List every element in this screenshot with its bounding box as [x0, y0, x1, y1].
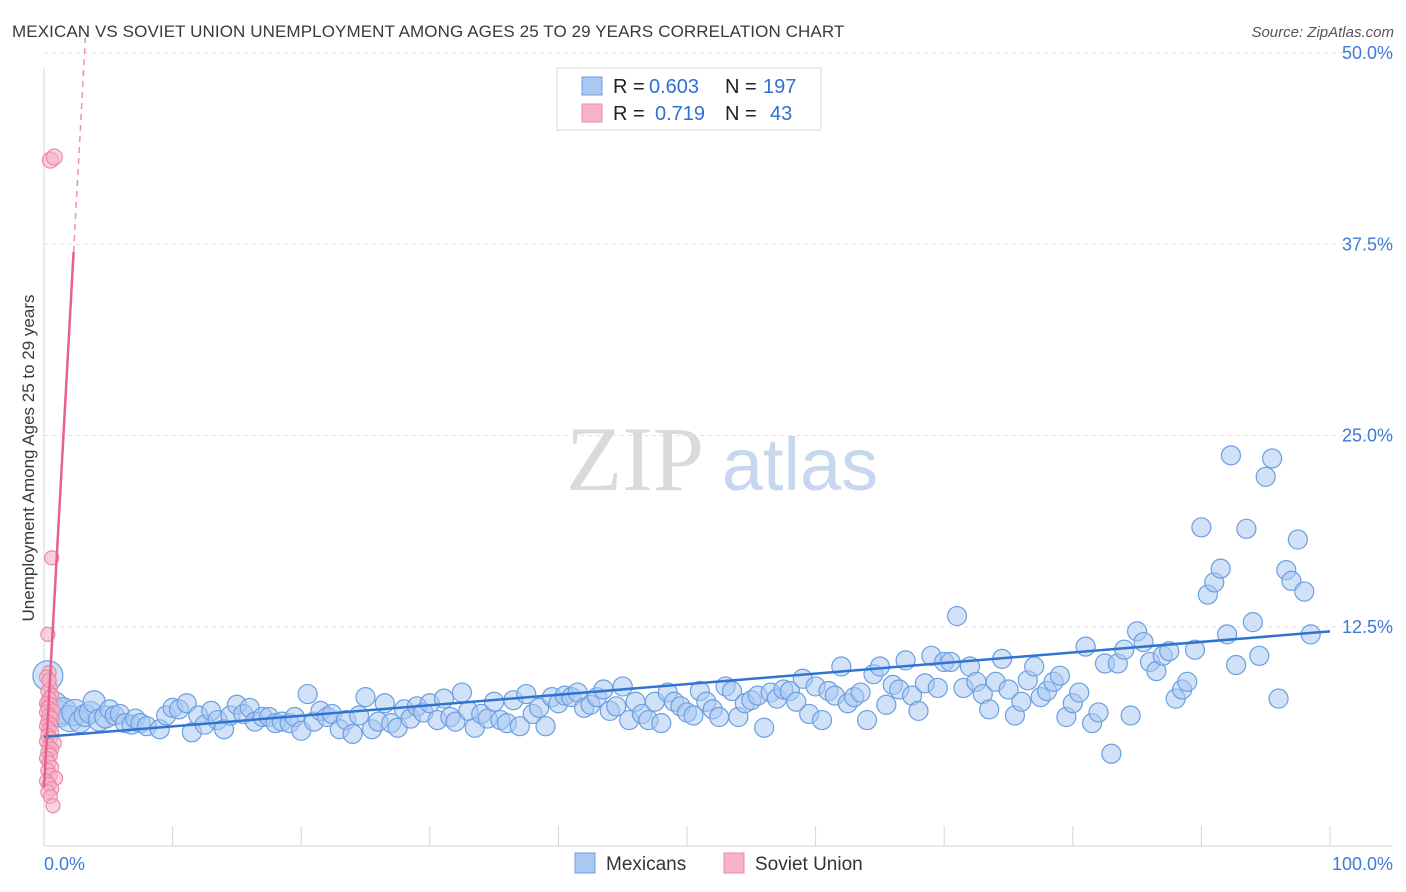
legend-swatch-soviet-union	[581, 103, 603, 123]
bottom-legend-label-mexicans: Mexicans	[606, 854, 686, 875]
grid-lines	[44, 52, 1392, 628]
mexicans-point	[509, 716, 530, 737]
bottom-legend-label-soviet-union: Soviet Union	[755, 854, 863, 875]
watermark: ZIP atlas	[566, 408, 878, 510]
mexicans-point	[1294, 581, 1315, 602]
mexicans-point	[1184, 639, 1206, 660]
bottom-legend-swatch-mexicans	[574, 852, 596, 874]
legend-r-label-soviet-union: R =	[613, 103, 645, 125]
mexicans-point	[1101, 743, 1122, 764]
mexicans-point	[355, 687, 376, 708]
x-tick-labels: 0.0% 100.0%	[44, 854, 1393, 874]
trend-lines	[42, 37, 1331, 788]
mexicans-point	[856, 709, 878, 731]
mexicans-point	[1011, 691, 1032, 712]
mexicans-point	[1268, 688, 1289, 709]
mexicans-point	[1088, 702, 1109, 723]
axes	[43, 68, 1392, 847]
mexicans-point	[342, 723, 363, 744]
bottom-legend: Mexicans Soviet Union	[574, 852, 863, 875]
legend-n-value-soviet-union: 43	[770, 103, 792, 125]
mexicans-point	[927, 677, 948, 699]
y-axis-label: Unemployment Among Ages 25 to 29 years	[19, 295, 38, 622]
legend-r-label-mexicans: R =	[613, 76, 645, 98]
mexicans-point	[979, 699, 1000, 720]
mexicans-point	[1075, 636, 1096, 657]
mexicans-point	[1024, 656, 1045, 677]
y-tick-label-1: 25.0%	[1342, 426, 1393, 446]
mexicans-point	[297, 683, 318, 705]
watermark-zip: ZIP	[566, 408, 704, 510]
chart-source: Source: ZipAtlas.com	[1251, 24, 1394, 41]
x-tick-label-0: 0.0%	[44, 854, 85, 874]
mexicans-point	[683, 705, 704, 726]
mexicans-point	[451, 682, 473, 703]
bottom-legend-swatch-soviet-union	[723, 852, 745, 874]
legend-n-label-soviet-union: N =	[725, 103, 757, 125]
mexicans-point	[1133, 631, 1154, 653]
soviet-union-trend-extension	[72, 37, 87, 252]
legend-swatch-mexicans	[581, 76, 603, 96]
mexicans-point	[1262, 448, 1283, 469]
legend-r-value-mexicans: 0.603	[649, 76, 699, 98]
y-tick-label-2: 37.5%	[1342, 234, 1393, 254]
soviet-union-point	[45, 148, 63, 166]
mexicans-point	[176, 693, 197, 714]
mexicans-point	[1177, 671, 1198, 692]
mexicans-point	[1120, 705, 1141, 726]
y-tick-labels: 12.5% 25.0% 37.5% 50.0%	[1342, 43, 1393, 637]
mexicans-point	[709, 706, 730, 728]
y-tick-label-0: 12.5%	[1342, 617, 1393, 637]
mexicans-point	[908, 700, 929, 722]
mexicans-point	[651, 713, 672, 734]
soviet-union-point	[44, 550, 60, 566]
mexicans-point	[1287, 529, 1308, 550]
mexicans-point	[606, 696, 627, 717]
mexicans-point	[946, 605, 968, 627]
mexicans-point	[1242, 612, 1263, 633]
mexicans-point	[850, 682, 871, 703]
mexicans-point	[1069, 682, 1090, 703]
mexicans-point	[754, 717, 775, 738]
legend-r-value-soviet-union: 0.719	[655, 103, 705, 125]
mexicans-point	[998, 679, 1019, 700]
legend: R = 0.603 N = 197 R = 0.719 N = 43	[556, 67, 822, 131]
y-tick-label-3: 50.0%	[1342, 43, 1393, 63]
soviet-union-point	[45, 798, 61, 814]
legend-n-label-mexicans: N =	[725, 76, 757, 98]
mexicans-point	[535, 716, 556, 737]
soviet-union-trend-line	[42, 251, 75, 788]
mexicans-point	[1159, 641, 1180, 662]
soviet-union-points	[38, 148, 64, 814]
x-tick-label-1: 100.0%	[1332, 854, 1393, 874]
mexicans-point	[1226, 654, 1247, 676]
mexicans-point	[1191, 517, 1212, 538]
mexicans-point	[1249, 645, 1270, 666]
mexicans-trend-line	[43, 630, 1331, 739]
mexicans-point	[1049, 665, 1071, 686]
mexicans-point	[1210, 558, 1231, 579]
mexicans-point	[876, 694, 897, 715]
mexicans-point	[786, 691, 807, 712]
mexicans-point	[612, 676, 633, 697]
mexicans-point	[1255, 466, 1276, 487]
mexicans-point	[1220, 445, 1242, 466]
mexicans-point	[811, 709, 833, 731]
chart-title: MEXICAN VS SOVIET UNION UNEMPLOYMENT AMO…	[12, 22, 845, 41]
legend-n-value-mexicans: 197	[763, 76, 796, 98]
watermark-atlas: atlas	[722, 423, 878, 506]
mexicans-point	[1236, 518, 1257, 539]
